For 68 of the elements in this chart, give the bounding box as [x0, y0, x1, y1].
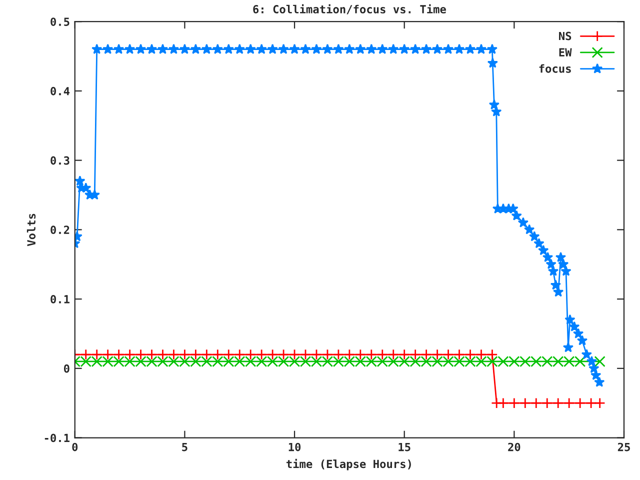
y-tick-label: 0.4 — [50, 86, 70, 96]
point — [245, 348, 256, 360]
point — [354, 348, 366, 360]
point — [508, 398, 520, 409]
point — [432, 348, 443, 360]
point — [476, 348, 487, 360]
point — [212, 348, 224, 360]
point — [398, 348, 410, 360]
x-axis-title: time (Elapse Hours) — [286, 458, 411, 470]
point — [278, 348, 290, 360]
x-tick-label: 0 — [72, 442, 78, 452]
point — [201, 348, 212, 360]
point — [530, 398, 542, 409]
point — [574, 398, 586, 409]
chart-title: 6: Collimation/focus vs. Time — [253, 4, 446, 14]
legend-label: focus — [539, 64, 571, 73]
legend-label: EW — [559, 48, 572, 56]
point — [267, 348, 278, 360]
x-tick-label: 25 — [618, 442, 630, 452]
y-tick-label: 0 — [64, 364, 70, 373]
x-tick-label: 20 — [508, 442, 520, 452]
point — [520, 398, 531, 409]
point — [594, 356, 606, 368]
point — [135, 348, 146, 360]
point — [366, 348, 377, 360]
point — [124, 348, 136, 360]
point — [146, 348, 158, 360]
x-tick-label: 10 — [288, 442, 301, 452]
x-tick-label: 5 — [182, 442, 188, 452]
point — [80, 348, 92, 360]
y-tick-label: 0.5 — [50, 18, 70, 26]
point — [102, 348, 114, 360]
point — [410, 348, 421, 360]
y-tick-label: 0.2 — [50, 226, 70, 234]
point — [179, 348, 190, 360]
point — [564, 398, 575, 409]
point — [464, 348, 476, 360]
point — [442, 348, 454, 360]
point — [388, 348, 399, 360]
point — [376, 348, 388, 360]
point — [552, 398, 564, 409]
point — [157, 348, 168, 360]
point — [256, 348, 268, 360]
point — [585, 398, 597, 409]
point — [168, 348, 180, 360]
point — [223, 348, 234, 360]
point — [498, 398, 509, 409]
point — [594, 398, 606, 409]
point — [310, 348, 322, 360]
y-tick-label: -0.1 — [44, 434, 70, 442]
point — [288, 348, 300, 360]
point — [344, 348, 355, 360]
y-axis-title: Volts — [26, 214, 36, 246]
point — [234, 348, 246, 360]
point — [486, 348, 498, 360]
legend-label: NS — [559, 32, 572, 40]
x-tick-label: 15 — [398, 442, 410, 452]
point — [91, 348, 102, 360]
point — [190, 348, 202, 360]
point — [300, 348, 312, 360]
y-tick-label: 0.1 — [50, 295, 70, 304]
point — [322, 348, 334, 360]
point — [332, 348, 344, 360]
point — [420, 348, 432, 360]
point — [113, 348, 124, 360]
y-tick-label: 0.3 — [50, 156, 70, 165]
point — [542, 398, 553, 409]
point — [454, 348, 465, 360]
